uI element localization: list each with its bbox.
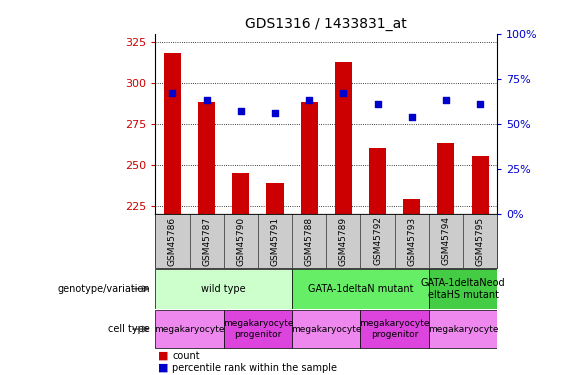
Bar xyxy=(437,143,454,214)
Point xyxy=(305,98,314,104)
Title: GDS1316 / 1433831_at: GDS1316 / 1433831_at xyxy=(245,17,407,32)
Point xyxy=(202,98,211,104)
Point xyxy=(407,114,416,120)
Bar xyxy=(267,183,284,214)
Point xyxy=(236,108,245,114)
Point xyxy=(441,98,450,104)
Text: ■: ■ xyxy=(158,351,169,361)
Text: count: count xyxy=(172,351,200,361)
Bar xyxy=(472,156,489,214)
Text: GSM45790: GSM45790 xyxy=(236,216,245,266)
Text: GATA-1deltaN mutant: GATA-1deltaN mutant xyxy=(308,284,413,294)
Text: GSM45795: GSM45795 xyxy=(476,216,485,266)
Text: GSM45789: GSM45789 xyxy=(339,216,348,266)
Bar xyxy=(155,214,497,268)
Text: GSM45792: GSM45792 xyxy=(373,216,382,266)
Point xyxy=(339,90,348,96)
Point xyxy=(271,110,280,116)
Text: GSM45788: GSM45788 xyxy=(305,216,314,266)
Text: GATA-1deltaNeod
eltaHS mutant: GATA-1deltaNeod eltaHS mutant xyxy=(421,278,505,300)
Text: percentile rank within the sample: percentile rank within the sample xyxy=(172,363,337,373)
Bar xyxy=(292,269,429,309)
Text: megakaryocyte: megakaryocyte xyxy=(428,324,498,334)
Text: megakaryocyte
progenitor: megakaryocyte progenitor xyxy=(359,320,430,339)
Text: megakaryocyte
progenitor: megakaryocyte progenitor xyxy=(223,320,293,339)
Bar xyxy=(429,310,497,348)
Bar xyxy=(292,310,360,348)
Bar xyxy=(369,148,386,214)
Bar xyxy=(429,269,497,309)
Text: GSM45786: GSM45786 xyxy=(168,216,177,266)
Point xyxy=(373,101,382,107)
Bar xyxy=(335,62,352,214)
Bar xyxy=(155,310,224,348)
Bar xyxy=(224,310,292,348)
Point xyxy=(476,101,485,107)
Text: GSM45791: GSM45791 xyxy=(271,216,280,266)
Text: megakaryocyte: megakaryocyte xyxy=(154,324,225,334)
Bar xyxy=(198,102,215,214)
Text: GSM45794: GSM45794 xyxy=(441,216,450,266)
Point xyxy=(168,90,177,96)
Bar xyxy=(164,53,181,214)
Bar xyxy=(301,102,318,214)
Text: wild type: wild type xyxy=(202,284,246,294)
Bar xyxy=(155,269,292,309)
Text: GSM45793: GSM45793 xyxy=(407,216,416,266)
Text: ■: ■ xyxy=(158,363,169,373)
Bar xyxy=(403,199,420,214)
Bar xyxy=(232,173,249,214)
Bar xyxy=(360,310,429,348)
Text: genotype/variation: genotype/variation xyxy=(57,284,150,294)
Text: megakaryocyte: megakaryocyte xyxy=(291,324,362,334)
Text: cell type: cell type xyxy=(108,324,150,334)
Text: GSM45787: GSM45787 xyxy=(202,216,211,266)
